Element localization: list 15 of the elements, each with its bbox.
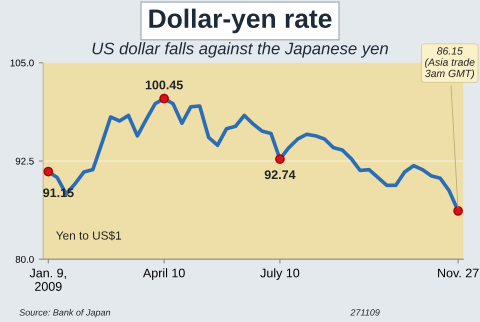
y-tick-label: 92.5: [16, 158, 34, 165]
x-tick-label: July 10: [260, 268, 300, 280]
x-tick-label: Jan. 9, 2009: [30, 268, 66, 291]
chart-title: Dollar-yen rate: [149, 8, 332, 34]
y-tick-label: 80.0: [16, 256, 34, 263]
annotation: Yen to US$1: [56, 230, 122, 240]
data-label: 92.74: [264, 170, 296, 180]
x-tick-label: April 10: [142, 268, 185, 280]
source-note: Source: Bank of Japan: [19, 309, 110, 318]
data-label: 100.45: [146, 80, 183, 90]
x-tick-label: Nov. 27: [438, 268, 479, 278]
y-tick-label: 105.0: [10, 60, 34, 66]
text: 271109: [350, 309, 380, 316]
chart-subtitle: US dollar falls against the Japanese yen: [92, 42, 388, 58]
annotation: 86.15 (Asia trade 3am GMT): [425, 47, 475, 80]
